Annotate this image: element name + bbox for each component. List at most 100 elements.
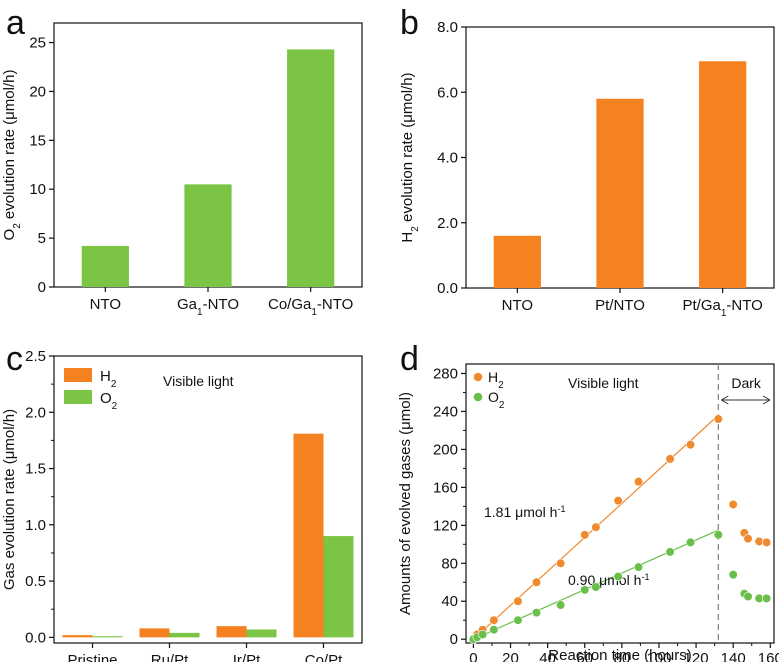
data-point-O2 [728,570,738,580]
x-category-label-c: Pristine [67,652,117,662]
y-tick-label-a: 0 [38,279,46,296]
category-text: NTO [90,296,121,313]
legend-label-O2: O2 [488,389,505,411]
data-point-O2 [513,615,523,625]
y-tick-label-a: 10 [29,181,46,198]
x-category-label-a: Co/Ga1-NTO [268,296,353,318]
x-category-label-b: Pt/Ga1-NTO [683,297,763,319]
legend-subscript: 2 [112,401,118,412]
data-point-H2 [580,530,590,540]
data-point-H2 [531,577,542,587]
data-point-O2 [613,571,623,582]
fit-label-H2: 1.81 μmol h-1 [484,504,565,520]
category-subscript: 1 [311,307,317,318]
y-tick-label-b: 8.0 [437,19,458,36]
y-tick-label-c: 0.5 [25,573,46,590]
data-point-H2 [665,454,675,464]
panel-label-b: b [400,4,419,42]
legend-label-O2: O2 [100,390,118,412]
legend-marker-O2 [473,392,483,402]
fit-label-superscript: -1 [557,504,565,514]
y-tick-label-b: 0.0 [437,280,458,297]
data-point-O2 [556,600,566,610]
category-text: -NTO [726,297,762,314]
y-axis-title-text: H [399,232,416,243]
y-tick-label-d: 200 [433,441,458,458]
y-tick-label-a: 25 [29,35,46,52]
plot-frame-d [465,363,775,644]
data-point-O2 [591,582,601,592]
y-tick-label-a: 5 [38,230,46,247]
data-point-H2 [613,496,623,506]
annotation-visible-light-d: Visible light [568,375,639,391]
x-tick-label-d: 20 [502,650,519,662]
plot-frame-c [53,355,363,644]
data-point-H2 [591,522,601,532]
data-point-H2 [743,534,753,544]
data-point-O2 [665,547,675,557]
panel-label-c: c [6,340,23,378]
category-text: Ga [177,296,198,313]
y-tick-label-d: 280 [433,365,458,382]
data-point-H2 [761,537,772,548]
x-tick-label-d: 160 [758,650,779,662]
x-tick-label-d: 140 [721,650,746,662]
category-subscript: 1 [721,308,727,319]
y-tick-label-d: 120 [433,517,458,534]
x-tick-label-d: 120 [684,650,709,662]
y-tick-label-c: 0.0 [25,629,46,646]
legend-text: O [488,389,499,405]
x-category-label-a: NTO [90,296,121,313]
annotation-dark: Dark [731,375,762,391]
x-category-label-c: Co/Pt [305,652,343,662]
y-axis-title-d: Amounts of evolved gases (μmol) [397,392,414,615]
data-point-H2 [713,414,723,424]
legend-label-H2: H2 [100,368,117,390]
category-text: NTO [502,297,533,314]
x-category-label-b: Pt/NTO [595,297,645,314]
bar-a-Co/Ga1-NTO [287,49,335,288]
y-axis-title-b: H2 evolution rate (μmol/h) [399,72,421,242]
fit-label-superscript: -1 [641,572,649,582]
legend-text: O [100,390,112,407]
y-tick-label-a: 15 [29,132,46,149]
category-subscript: 1 [197,307,203,318]
data-point-O2 [531,608,542,618]
data-point-H2 [633,477,644,487]
dark-arrow-head-right [762,395,771,405]
data-point-O2 [580,585,590,595]
legend-swatch-H2 [64,368,92,382]
x-axis-title-d: Reaction time (hours) [548,647,691,662]
dark-arrow-head-left [721,395,729,405]
x-tick-label-d: 0 [469,650,477,662]
data-point-O2 [761,593,772,603]
bar-c-Ir/Pt-H2 [216,626,247,638]
bar-c-Ru/Pt-H2 [139,628,170,638]
bar-a-Ga1-NTO [184,184,232,287]
fit-label-text: 1.81 μmol h [484,504,557,520]
legend-label-H2: H2 [488,369,504,391]
y-axis-title-text: evolution rate (μmol/h) [399,72,416,226]
y-tick-label-d: 40 [441,593,458,610]
fit-label-text: 0.90 μmol h [568,572,641,588]
x-tick-label-d: 40 [539,650,556,662]
bar-c-Ru/Pt-O2 [169,632,200,638]
bar-c-Co/Pt-H2 [293,433,324,638]
y-tick-label-d: 0 [450,631,458,648]
bar-b-Pt/Ga1-NTO [699,61,747,288]
y-tick-label-a: 20 [29,83,46,100]
x-category-label-c: Ru/Pt [151,652,189,662]
data-point-O2 [685,537,696,548]
data-point-O2 [743,591,753,602]
bar-c-Pristine-H2 [62,635,93,638]
bar-c-Pristine-O2 [92,636,123,638]
y-tick-label-d: 240 [433,403,458,420]
y-axis-title-subscript: 2 [410,226,421,232]
data-point-H2 [728,499,738,510]
x-tick-label-d: 80 [614,650,631,662]
y-tick-label-c: 2.5 [25,348,46,365]
data-point-H2 [685,440,696,450]
x-category-label-c: Ir/Pt [233,652,261,662]
panel-label-a: a [6,4,25,42]
